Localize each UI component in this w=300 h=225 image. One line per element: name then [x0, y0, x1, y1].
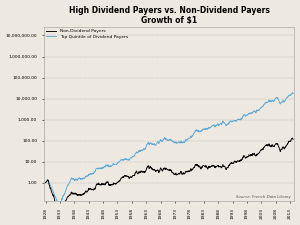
Non-Dividend Payers [253, 152, 256, 155]
Non-Dividend Payers [58, 209, 61, 212]
Non-Dividend Payers [234, 161, 238, 164]
Non-Dividend Payers [290, 137, 294, 139]
Non-Dividend Payers [270, 145, 273, 147]
Top Quintile of Dividend Payers [149, 142, 152, 145]
Line: Top Quintile of Dividend Payers: Top Quintile of Dividend Payers [46, 93, 293, 204]
Non-Dividend Payers [44, 181, 47, 184]
Top Quintile of Dividend Payers [291, 92, 295, 95]
Top Quintile of Dividend Payers [122, 158, 126, 161]
Non-Dividend Payers [149, 166, 152, 169]
Non-Dividend Payers [291, 138, 295, 141]
Line: Non-Dividend Payers: Non-Dividend Payers [46, 138, 293, 211]
Top Quintile of Dividend Payers [210, 125, 214, 128]
Title: High Dividend Payers vs. Non-Dividend Payers
Growth of $1: High Dividend Payers vs. Non-Dividend Pa… [69, 6, 270, 25]
Text: Source: French Data Library: Source: French Data Library [236, 195, 290, 199]
Top Quintile of Dividend Payers [270, 100, 273, 103]
Top Quintile of Dividend Payers [290, 91, 294, 94]
Top Quintile of Dividend Payers [58, 202, 61, 205]
Non-Dividend Payers [210, 165, 214, 167]
Top Quintile of Dividend Payers [253, 109, 256, 112]
Top Quintile of Dividend Payers [234, 120, 238, 123]
Top Quintile of Dividend Payers [44, 181, 47, 184]
Non-Dividend Payers [122, 175, 126, 177]
Legend: Non-Dividend Payers, Top Quintile of Dividend Payers: Non-Dividend Payers, Top Quintile of Div… [46, 28, 129, 40]
